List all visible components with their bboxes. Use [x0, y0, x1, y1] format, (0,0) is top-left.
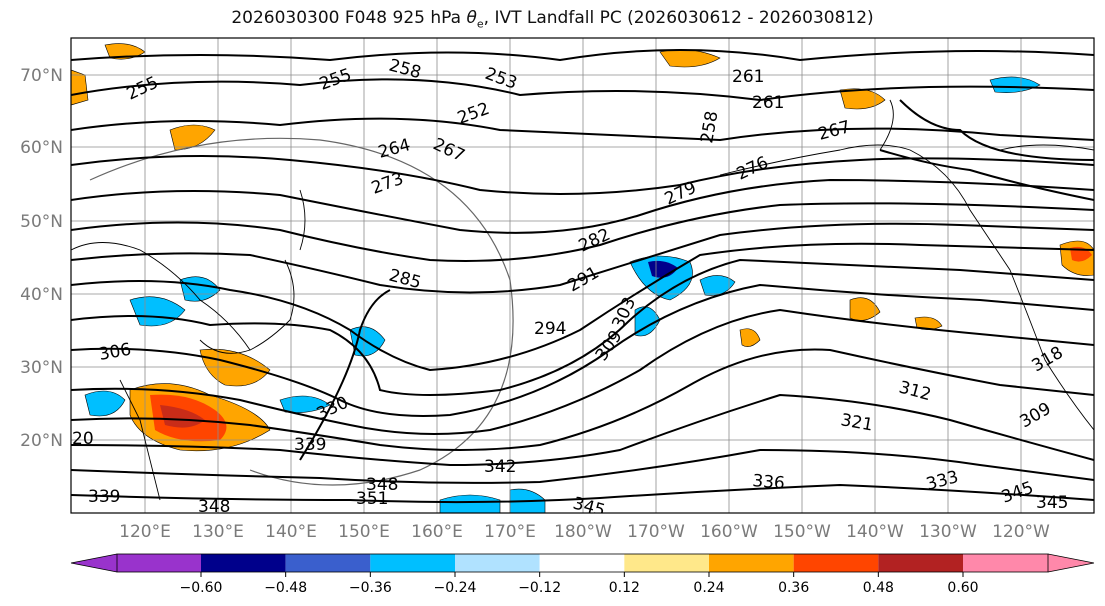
colorbar: −0.60 −0.48 −0.36 −0.24 −0.12 0.12 0.24 0.36 0.4… — [70, 553, 1095, 596]
colorbar-extend-low — [71, 554, 117, 572]
colorbar-tick-label: −0.60 — [180, 580, 223, 596]
svg-text:339: 339 — [88, 487, 120, 507]
svg-text:70°N: 70°N — [20, 66, 63, 86]
colorbar-segment — [793, 554, 879, 572]
svg-text:348: 348 — [366, 475, 398, 495]
coastlines — [71, 99, 1094, 501]
svg-text:30°N: 30°N — [20, 358, 63, 378]
colorbar-frame — [116, 553, 1049, 573]
colorbar-segment — [709, 554, 794, 572]
svg-text:150°W: 150°W — [773, 522, 831, 542]
longitude-labels: 120°E 130°E 140°E 150°E 160°E 170°E 180°… — [119, 522, 1050, 542]
colorbar-segment — [201, 554, 286, 572]
colorbar-tick-label: −0.24 — [434, 580, 477, 596]
svg-text:339: 339 — [294, 435, 326, 455]
colorbar-tick-label: 0.48 — [863, 580, 894, 596]
latitude-labels: 70°N 60°N 50°N 40°N 30°N 20°N — [20, 66, 63, 451]
svg-text:294: 294 — [534, 319, 566, 339]
colorbar-segment — [878, 554, 963, 572]
svg-text:130°W: 130°W — [919, 522, 977, 542]
svg-text:160°E: 160°E — [411, 522, 463, 542]
svg-text:261: 261 — [732, 67, 764, 87]
colorbar-tick-label: 0.60 — [947, 580, 978, 596]
colorbar-extend-high — [1048, 554, 1094, 572]
map-frame — [70, 37, 1095, 514]
colorbar-tick-label: 0.12 — [609, 580, 640, 596]
colorbar-tick-label: −0.48 — [264, 580, 307, 596]
colorbar-segment — [117, 554, 201, 572]
svg-text:351: 351 — [356, 489, 388, 509]
svg-text:130°E: 130°E — [192, 522, 244, 542]
svg-text:170°W: 170°W — [627, 522, 685, 542]
svg-text:348: 348 — [198, 497, 230, 517]
svg-text:20: 20 — [72, 429, 94, 449]
colorbar-tick-label: 0.36 — [778, 580, 809, 596]
svg-text:170°E: 170°E — [484, 522, 536, 542]
colorbar-tick-label: −0.36 — [349, 580, 392, 596]
svg-text:342: 342 — [484, 457, 516, 477]
svg-text:261: 261 — [752, 93, 784, 113]
colorbar-tick-label: −0.12 — [518, 580, 561, 596]
svg-text:160°W: 160°W — [700, 522, 758, 542]
colorbar-segment — [455, 554, 540, 572]
svg-text:20°N: 20°N — [20, 431, 63, 451]
colorbar-segment — [539, 554, 625, 572]
colorbar-segment — [624, 554, 709, 572]
svg-text:60°N: 60°N — [20, 138, 63, 158]
colorbar-segment — [963, 554, 1048, 572]
svg-text:345: 345 — [1036, 493, 1068, 513]
colorbar-segment — [370, 554, 455, 572]
map-title: 2026030300 F048 925 hPa θe, IVT Landfall… — [231, 8, 874, 31]
svg-text:40°N: 40°N — [20, 285, 63, 305]
svg-text:140°E: 140°E — [265, 522, 317, 542]
svg-text:120°E: 120°E — [119, 522, 171, 542]
svg-text:120°W: 120°W — [992, 522, 1050, 542]
colorbar-segment — [285, 554, 371, 572]
svg-text:140°W: 140°W — [846, 522, 904, 542]
theta-e-contours — [71, 49, 1094, 504]
svg-text:150°E: 150°E — [338, 522, 390, 542]
svg-text:336: 336 — [752, 471, 786, 494]
svg-text:50°N: 50°N — [20, 212, 63, 232]
colorbar-tick-label: 0.24 — [693, 580, 724, 596]
svg-text:180°W: 180°W — [554, 522, 612, 542]
